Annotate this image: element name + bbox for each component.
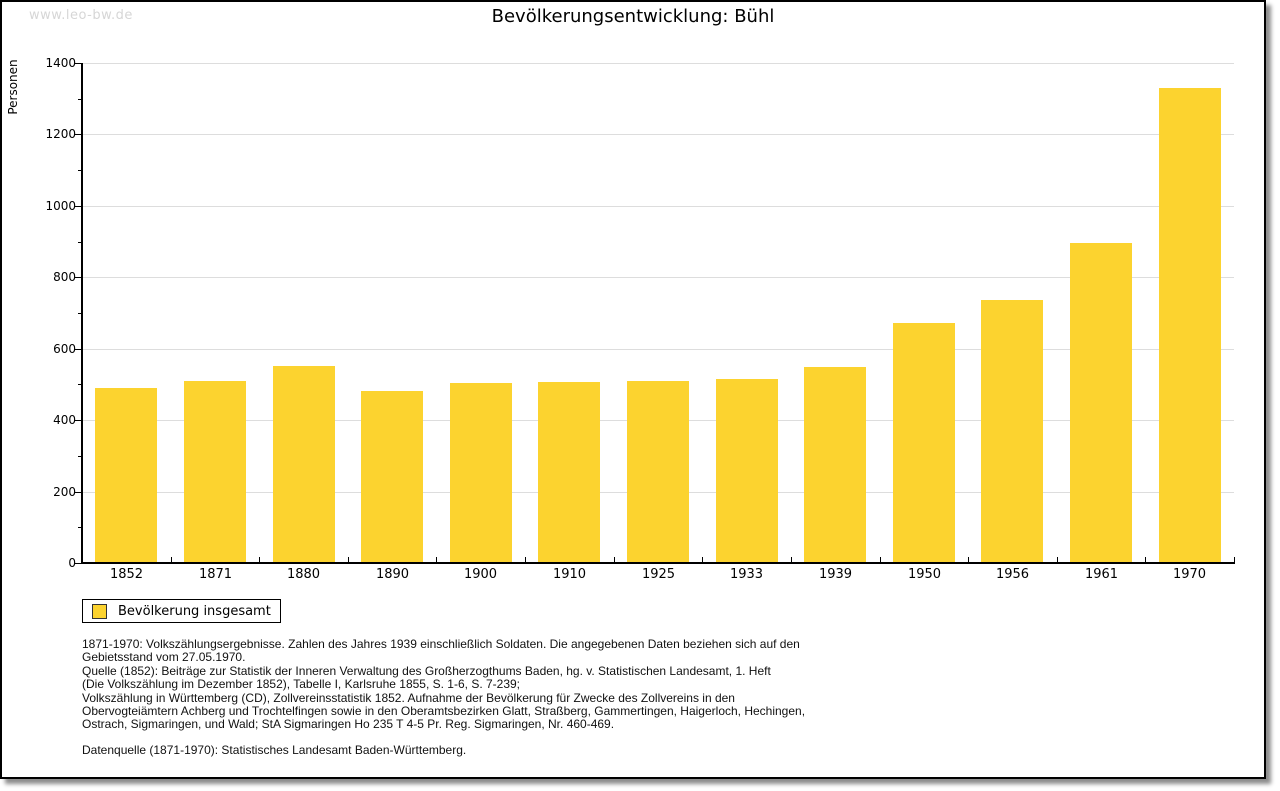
y-major-tick-600 (75, 349, 82, 350)
x-tick-label-1871: 1871 (198, 567, 233, 582)
chart-title: Bevölkerungsentwicklung: Bühl (491, 6, 775, 27)
x-tick-label-1933: 1933 (729, 567, 764, 582)
x-boundary-tick-4 (436, 557, 437, 563)
y-minor-tick-1100 (78, 170, 82, 171)
footnotes: 1871-1970: Volkszählungsergebnisse. Zahl… (82, 637, 806, 732)
y-tick-label-600: 600 (53, 342, 76, 356)
y-minor-tick-300 (78, 456, 82, 457)
footnote-line-5: Volkszählung in Württemberg (CD), Zollve… (82, 690, 735, 705)
x-tick-label-1956: 1956 (995, 567, 1030, 582)
y-tick-label-800: 800 (53, 270, 76, 284)
x-boundary-tick-12 (1145, 557, 1146, 563)
x-tick-label-1880: 1880 (286, 567, 321, 582)
legend: Bevölkerung insgesamt (82, 599, 281, 623)
bar-1900 (450, 383, 512, 563)
x-boundary-tick-11 (1057, 557, 1058, 563)
x-boundary-tick-6 (614, 557, 615, 563)
bar-1925 (627, 381, 689, 563)
footnote-line-3: Quelle (1852): Beiträge zur Statistik de… (82, 663, 771, 678)
gridline-y-1200 (83, 134, 1234, 135)
y-major-tick-800 (75, 277, 82, 278)
x-tick-label-1950: 1950 (907, 567, 942, 582)
x-boundary-tick-9 (880, 557, 881, 563)
watermark: www.leo-bw.de (29, 8, 133, 23)
x-tick-label-1852: 1852 (109, 567, 144, 582)
bar-chart: Personen 0 200 400 600 800 1000 1200 1400 1852 18… (2, 2, 1264, 777)
gridline-y-600 (83, 349, 1234, 350)
y-tick-label-1000: 1000 (45, 199, 76, 213)
y-major-tick-1200 (75, 134, 82, 135)
gridline-y-800 (83, 277, 1234, 278)
y-minor-tick-1300 (78, 99, 82, 100)
x-tick-label-1900: 1900 (463, 567, 498, 582)
footnote-line-2: Gebietsstand vom 27.05.1970. (82, 650, 246, 665)
x-tick-label-1890: 1890 (375, 567, 410, 582)
y-tick-label-1400: 1400 (45, 56, 76, 70)
x-boundary-tick-10 (968, 557, 969, 563)
gridline-y-1000 (83, 206, 1234, 207)
footnote-line-4: (Die Volkszählung im Dezember 1852), Tab… (82, 677, 521, 692)
x-boundary-tick-7 (702, 557, 703, 563)
bar-1961 (1070, 243, 1132, 563)
y-minor-tick-700 (78, 313, 82, 314)
y-tick-label-1200: 1200 (45, 127, 76, 141)
bar-1970 (1159, 88, 1221, 563)
x-boundary-tick-3 (348, 557, 349, 563)
chart-page: www.leo-bw.de Bevölkerungsentwicklung: B… (0, 0, 1266, 779)
x-tick-label-1925: 1925 (641, 567, 676, 582)
footnote-line-6: Obervogteiämtern Achberg und Trochtelfin… (82, 704, 806, 719)
x-boundary-tick-13 (1234, 557, 1235, 563)
x-boundary-tick-8 (791, 557, 792, 563)
y-tick-label-200: 200 (53, 485, 76, 499)
y-major-tick-200 (75, 492, 82, 493)
footnote-line-7: Ostrach, Sigmaringen, und Wald; StA Sigm… (82, 717, 615, 732)
datasource-note: Datenquelle (1871-1970): Statistisches L… (82, 743, 467, 757)
footnote-line-1: 1871-1970: Volkszählungsergebnisse. Zahl… (82, 637, 800, 651)
x-tick-label-1961: 1961 (1084, 567, 1119, 582)
y-tick-label-400: 400 (53, 413, 76, 427)
legend-label: Bevölkerung insgesamt (118, 603, 271, 619)
y-major-tick-1000 (75, 206, 82, 207)
y-axis-label: Personen (6, 59, 20, 115)
bar-1950 (893, 323, 955, 563)
x-tick-label-1939: 1939 (818, 567, 853, 582)
bar-1910 (538, 382, 600, 563)
bar-1890 (361, 391, 423, 563)
legend-swatch (92, 603, 107, 619)
bar-1956 (981, 300, 1043, 563)
y-major-tick-0 (75, 563, 82, 564)
y-axis-line (81, 63, 83, 564)
x-axis-line (81, 562, 1235, 564)
gridline-y-1400 (83, 63, 1234, 64)
x-boundary-tick-2 (259, 557, 260, 563)
x-tick-label-1970: 1970 (1172, 567, 1207, 582)
y-major-tick-400 (75, 420, 82, 421)
y-minor-tick-500 (78, 384, 82, 385)
y-tick-label-0: 0 (68, 556, 76, 570)
bar-1871 (184, 381, 246, 563)
x-boundary-tick-5 (525, 557, 526, 563)
bar-1939 (804, 367, 866, 563)
bar-1880 (273, 366, 335, 563)
bar-1852 (95, 388, 157, 563)
x-tick-label-1910: 1910 (552, 567, 587, 582)
y-minor-tick-900 (78, 242, 82, 243)
y-minor-tick-100 (78, 527, 82, 528)
bar-1933 (716, 379, 778, 563)
y-major-tick-1400 (75, 63, 82, 64)
x-boundary-tick-1 (171, 557, 172, 563)
